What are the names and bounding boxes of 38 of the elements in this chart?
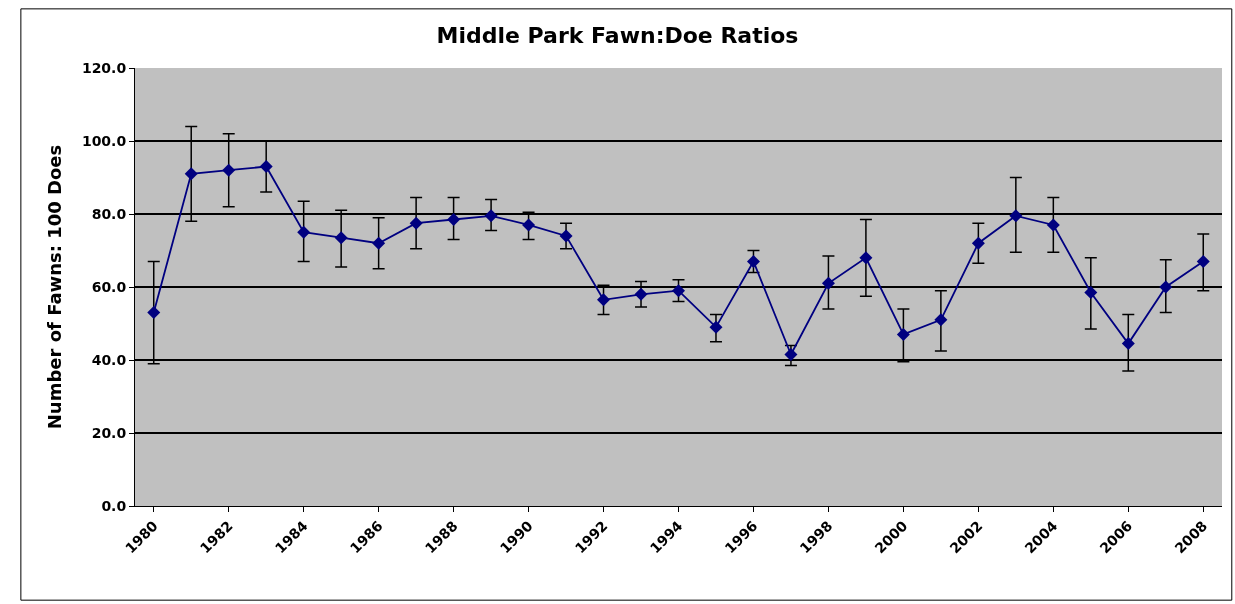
point: [447, 212, 461, 226]
point: [934, 313, 948, 327]
y-tick-label: 20.0: [91, 424, 127, 441]
y-tick-label: 120.0: [81, 59, 127, 76]
chart-title: Middle Park Fawn:Doe Ratios: [436, 22, 799, 48]
y-tick-label: 80.0: [91, 205, 127, 222]
point: [896, 327, 910, 341]
point: [1009, 209, 1023, 223]
point: [559, 229, 573, 243]
point: [372, 236, 386, 250]
y-axis-title: Number of Fawns: 100 Does: [44, 144, 66, 430]
point: [859, 251, 873, 265]
point: [484, 209, 498, 223]
point: [746, 254, 760, 268]
y-tick-label: 40.0: [91, 351, 127, 368]
point: [597, 293, 611, 307]
point: [634, 287, 648, 301]
point: [297, 225, 311, 239]
point: [784, 348, 798, 362]
y-tick-label: 100.0: [81, 132, 127, 149]
point: [1121, 337, 1135, 351]
point: [821, 276, 835, 290]
point: [1084, 285, 1098, 299]
point: [672, 284, 685, 298]
y-tick-label: 0.0: [101, 497, 127, 514]
point: [1196, 254, 1210, 268]
point: [709, 320, 723, 334]
point: [971, 236, 985, 250]
point: [147, 306, 161, 320]
point: [184, 167, 198, 181]
point: [409, 216, 423, 230]
point: [1046, 218, 1060, 232]
point: [522, 218, 536, 232]
y-tick-label: 60.0: [91, 278, 127, 295]
point: [334, 231, 348, 245]
point: [1159, 280, 1173, 294]
point: [222, 163, 236, 177]
point: [259, 160, 273, 174]
